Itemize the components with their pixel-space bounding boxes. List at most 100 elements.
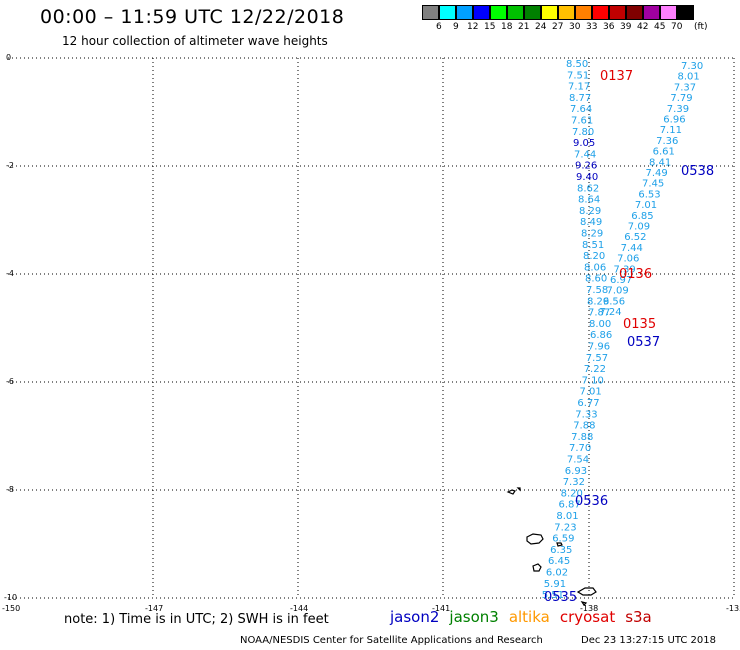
track-a-value: 6.45 [548,556,570,567]
legend-swatch [507,5,524,20]
track-a-value: 9.05 [573,138,595,149]
track-a-value: 8.01 [556,511,578,522]
legend-label: 33 [586,22,598,32]
track-a-value: 7.01 [580,387,602,398]
legend-label: 12 [467,22,479,32]
track-a-value: 7.58 [586,285,608,296]
islands [506,487,597,606]
timestamp-text: Dec 23 13:27:15 UTC 2018 [581,635,716,646]
track-a-value: 8.60 [585,274,607,285]
island-outline [526,533,544,545]
lat-label: -4 [6,269,14,278]
track-b-value: 7.09 [628,222,650,233]
track-a-value: 7.70 [569,443,591,454]
island-outline [516,487,521,492]
island-outline [580,601,588,606]
track-a-value: 9.40 [576,172,598,183]
track-b-value: 7.01 [635,200,657,211]
lon-label: -144 [290,604,308,613]
track-a-value: 8.00 [589,319,611,330]
legend-label: 24 [535,22,547,32]
satellite-jason3: jason3 [449,608,499,626]
lat-label: -8 [6,485,14,494]
legend-label: 36 [603,22,615,32]
track-a-value: 6.77 [577,398,599,409]
legend-swatch [626,5,643,20]
track-b-value: 8.41 [649,157,671,168]
track-b-value: 7.30 [681,61,703,72]
track-a-value: 7.32 [563,477,585,488]
track-a-value: 6.02 [546,568,568,579]
track-b-value: 6.97 [610,275,632,286]
legend-swatch [422,5,439,20]
track-a-value: 7.33 [575,409,597,420]
track-a-value: 8.62 [577,183,599,194]
track-a-value: 6.93 [565,466,587,477]
pass-time-labels: 0137 0538 0136 0135 0537 0536 0535 [544,69,714,605]
legend-label: 9 [453,22,459,32]
lon-label: -147 [145,604,163,613]
track-a-value: 8.20 [583,251,605,262]
track-b-value: 7.45 [642,179,664,190]
track-a-value: 7.96 [588,342,610,353]
legend-swatch [524,5,541,20]
satellite-cryosat: cryosat [559,608,616,626]
island-outline [556,542,563,547]
track-a-value: 8.77 [569,93,591,104]
axis-labels: 0 -2 -4 -6 -8 -10 -150 -147 -144 -141 -138 -135 [2,53,740,613]
track-a-value: 6.87 [559,500,581,511]
track-a-value: 8.06 [584,262,606,273]
track-b-value: 7.24 [599,307,621,318]
lon-label: -138 [580,604,598,613]
pass-time-label: 0536 [575,494,608,509]
legend-swatch [558,5,575,20]
track-b-value: 6.61 [653,147,675,158]
footnote: note: 1) Time is in UTC; 2) SWH is in fe… [64,612,329,627]
track-a-value: 8.29 [581,229,603,240]
satellite-legend: jason2 jason3 altika cryosat s3a [390,608,662,626]
track-a-value: 8.20 [561,488,583,499]
lon-label: -150 [2,604,20,613]
track-b-value: 7.39 [667,104,689,115]
track-b-value: 7.44 [621,243,643,254]
legend-swatch [643,5,660,20]
track-b-value: 7.36 [656,136,678,147]
track-b-value: 6.96 [663,115,685,126]
track-b-value: 7.39 [614,264,636,275]
track-b-value: 6.85 [631,211,653,222]
track-a-value: 7.61 [571,116,593,127]
track-a-value: 8.49 [580,217,602,228]
pass-time-label: 0137 [600,69,633,84]
legend-swatch [490,5,507,20]
track-a-value: 7.88 [573,421,595,432]
track-a-value: 5.91 [544,579,566,590]
legend-swatch [660,5,677,20]
legend-unit: (ft) [694,22,708,32]
track-b-value: 8.01 [678,72,700,83]
legend-label: 42 [637,22,649,32]
track-a-value: 7.17 [568,82,590,93]
track-a-value: 7.10 [582,375,604,386]
wave-height-legend: 6 9 12 15 18 21 24 27 30 33 36 39 42 45 70 (ft) [422,5,708,34]
track-b-value: 6.53 [638,189,660,200]
legend-swatch [456,5,473,20]
track-a-value: 7.54 [567,455,589,466]
legend-label: 70 [671,22,683,32]
legend-label: 30 [569,22,581,32]
track-b-value: 6.52 [624,232,646,243]
pass-time-label: 0538 [681,164,714,179]
legend-swatch [575,5,592,20]
lat-lon-grid [8,57,735,599]
legend-labels: 6 9 12 15 18 21 24 27 30 33 36 39 42 45 70 (ft) [422,20,708,34]
altimeter-track-b: 7.308.017.377.797.396.967.117.366.618.41… [599,61,703,318]
legend-swatches [422,5,694,20]
track-b-value: 7.09 [607,286,629,297]
pass-time-label: 0136 [619,267,652,282]
track-a-value: 8.29 [579,206,601,217]
legend-label: 39 [620,22,632,32]
island-outline [506,489,516,495]
track-a-value: 8.29 [587,296,609,307]
satellite-s3a: s3a [625,608,652,626]
satellite-jason2: jason2 [390,608,440,626]
